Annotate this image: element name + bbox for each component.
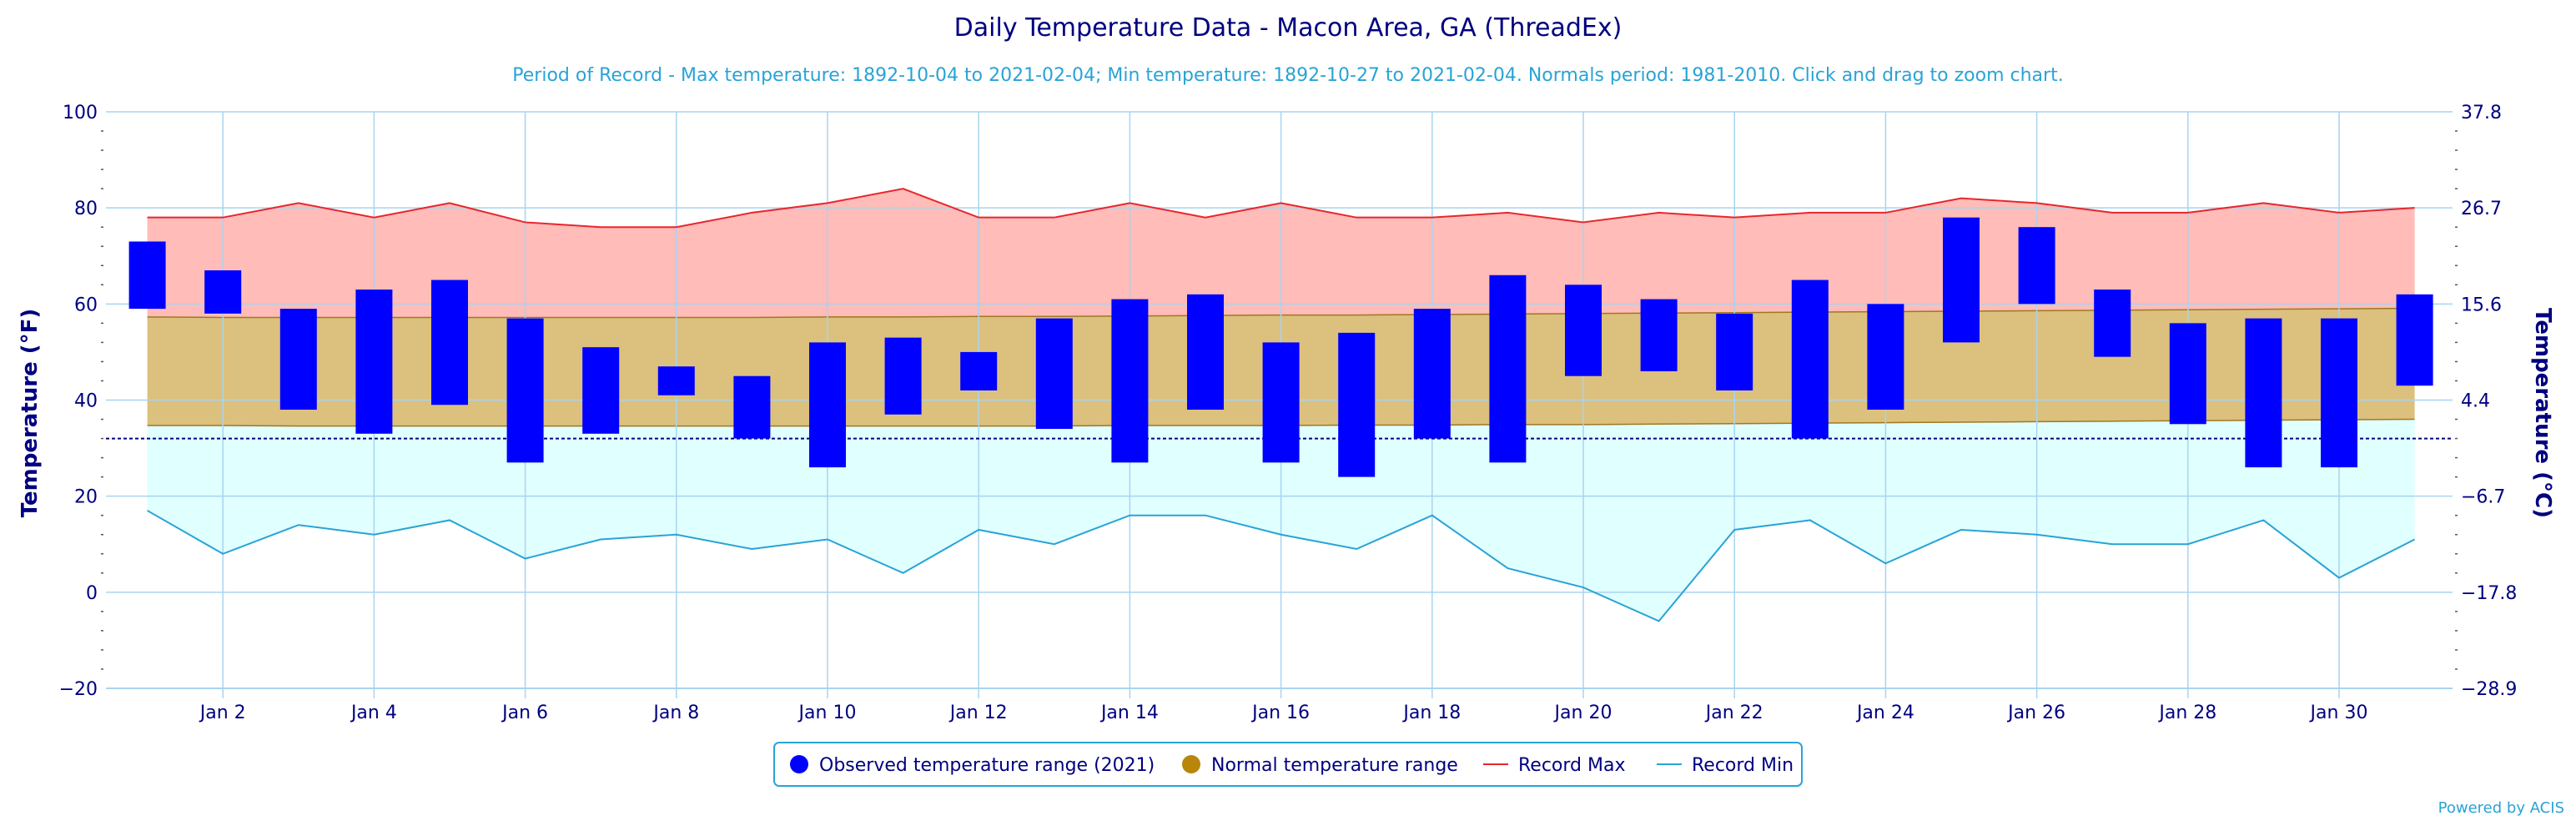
observed-range-bar-day-2[interactable]	[204, 270, 242, 314]
y-tick-label: 100	[63, 103, 98, 123]
y-tick-label: 80	[74, 199, 98, 219]
y2-tick-label: −6.7	[2461, 487, 2505, 508]
observed-range-bar-day-23[interactable]	[1791, 280, 1829, 439]
x-tick-label: Jan 26	[2006, 703, 2065, 723]
observed-range-bar-day-27[interactable]	[2094, 290, 2131, 357]
x-tick-label: Jan 30	[2309, 703, 2368, 723]
observed-range-bar-day-21[interactable]	[1640, 299, 1678, 371]
observed-range-bar-day-4[interactable]	[355, 290, 393, 434]
observed-range-bar-day-15[interactable]	[1187, 294, 1224, 410]
y2-tick-label: 4.4	[2461, 391, 2490, 412]
observed-range-bar-day-24[interactable]	[1867, 304, 1904, 410]
legend-box	[773, 742, 1803, 787]
observed-range-bar-day-8[interactable]	[657, 366, 695, 395]
x-tick-label: Jan 20	[1553, 703, 1613, 723]
y2-tick-label: 37.8	[2461, 103, 2502, 123]
legend-label-observed: Observed temperature range (2021)	[819, 755, 1155, 776]
x-tick-label: Jan 8	[652, 703, 699, 723]
observed-legend-marker	[790, 755, 808, 773]
x-tick-label: Jan 4	[350, 703, 397, 723]
x-tick-label: Jan 16	[1250, 703, 1310, 723]
y-tick-label: 20	[74, 487, 98, 508]
legend-item-normal[interactable]: Normal temperature range	[1182, 755, 1458, 776]
observed-range-bar-day-14[interactable]	[1111, 299, 1149, 463]
acis-credit-link[interactable]: Powered by ACIS	[2438, 799, 2564, 817]
legend: Observed temperature range (2021) Normal…	[773, 742, 1803, 787]
legend-label-record-min: Record Min	[1692, 755, 1794, 776]
y2-tick-label: −28.9	[2461, 679, 2517, 700]
observed-range-bar-day-25[interactable]	[1943, 217, 1980, 343]
legend-item-record-max[interactable]: Record Max	[1483, 755, 1626, 776]
observed-range-bar-day-5[interactable]	[431, 280, 468, 405]
y-tick-label: 0	[86, 583, 98, 604]
x-tick-label: Jan 14	[1099, 703, 1159, 723]
observed-range-bar-day-28[interactable]	[2169, 323, 2206, 425]
x-tick-label: Jan 28	[2157, 703, 2216, 723]
observed-range-bar-day-12[interactable]	[960, 351, 998, 390]
observed-range-bar-day-20[interactable]	[1565, 285, 1602, 376]
legend-item-record-min[interactable]: Record Min	[1657, 755, 1794, 776]
observed-range-bar-day-3[interactable]	[279, 309, 317, 410]
observed-range-bar-day-19[interactable]	[1489, 275, 1527, 463]
legend-item-observed[interactable]: Observed temperature range (2021)	[790, 755, 1155, 776]
x-tick-label: Jan 12	[948, 703, 1008, 723]
legend-label-normal: Normal temperature range	[1211, 755, 1458, 776]
observed-range-bar-day-31[interactable]	[2396, 294, 2433, 386]
x-tick-label: Jan 18	[1401, 703, 1461, 723]
x-tick-label: Jan 10	[797, 703, 857, 723]
normal-legend-marker	[1182, 755, 1200, 773]
y-tick-label: −20	[59, 679, 98, 700]
observed-range-bar-day-7[interactable]	[582, 347, 620, 434]
x-tick-label: Jan 22	[1704, 703, 1763, 723]
chart-title: Daily Temperature Data - Macon Area, GA …	[954, 13, 1623, 43]
observed-range-bar-day-11[interactable]	[884, 337, 922, 415]
y-tick-label: 60	[74, 295, 98, 315]
x-tick-label: Jan 6	[501, 703, 548, 723]
y2-tick-label: 15.6	[2461, 295, 2502, 315]
observed-range-bar-day-18[interactable]	[1413, 309, 1451, 439]
record-max-line	[147, 188, 2415, 229]
observed-range-bar-day-9[interactable]	[733, 375, 771, 439]
record-min-line	[147, 510, 2416, 622]
y2-axis-title: Temperature (°C)	[2530, 308, 2555, 518]
observed-range-bar-day-1[interactable]	[128, 241, 166, 310]
chart-subtitle: Period of Record - Max temperature: 1892…	[512, 65, 2063, 86]
observed-range-bar-day-26[interactable]	[2018, 227, 2055, 305]
observed-range-bar-day-16[interactable]	[1262, 342, 1300, 463]
x-tick-label: Jan 24	[1855, 703, 1914, 723]
observed-range-bar-day-17[interactable]	[1338, 332, 1376, 477]
observed-range-bar-day-13[interactable]	[1035, 318, 1073, 430]
y2-tick-label: 26.7	[2461, 199, 2502, 219]
y-tick-label: 40	[74, 391, 98, 412]
observed-range-bar-day-6[interactable]	[506, 318, 544, 463]
record-lines	[147, 188, 2416, 622]
x-tick-label: Jan 2	[199, 703, 246, 723]
observed-range-bar-day-10[interactable]	[809, 342, 846, 468]
legend-label-record-max: Record Max	[1518, 755, 1626, 776]
observed-bars[interactable]	[128, 217, 2433, 477]
y2-tick-label: −17.8	[2461, 583, 2517, 604]
observed-range-bar-day-29[interactable]	[2245, 318, 2282, 468]
observed-range-bar-day-30[interactable]	[2321, 318, 2357, 468]
observed-range-bar-day-22[interactable]	[1716, 313, 1753, 390]
y-axis-title: Temperature (°F)	[18, 309, 43, 518]
axes: 100 37.8 80 26.7 60 15.6 40 4.4 20 −6.7 0 −17.8 −20 −…	[59, 103, 2518, 723]
